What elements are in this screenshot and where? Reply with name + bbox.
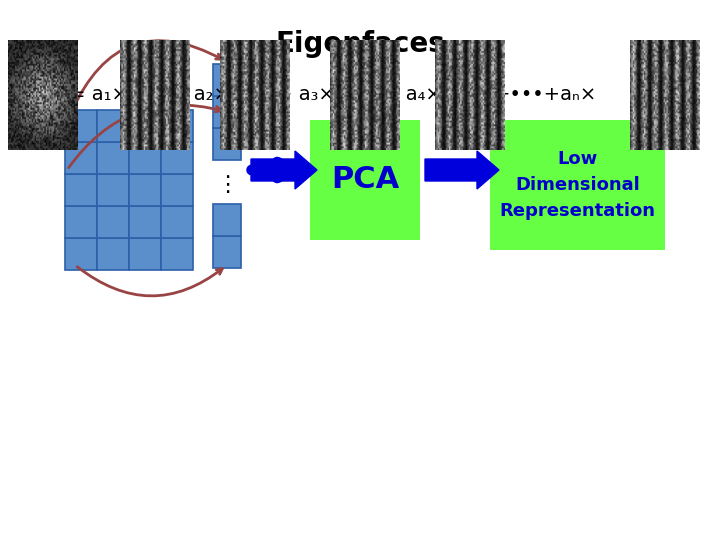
Bar (65, 238, 97, 270)
Bar (213, 204, 241, 236)
Bar (213, 64, 241, 96)
Text: ⋮: ⋮ (216, 175, 238, 195)
Bar (161, 206, 193, 238)
Bar (213, 96, 241, 128)
Text: +•••+aₙ×: +•••+aₙ× (493, 85, 597, 105)
Bar (65, 206, 97, 238)
Text: + a₃×: + a₃× (276, 85, 334, 105)
FancyArrow shape (425, 151, 499, 189)
Text: PCA: PCA (331, 165, 399, 194)
Text: Low
Dimensional
Representation: Low Dimensional Representation (500, 150, 655, 220)
Bar (65, 142, 97, 174)
Bar (490, 120, 665, 250)
Bar (129, 206, 161, 238)
Bar (310, 120, 420, 240)
Bar (161, 142, 193, 174)
Bar (161, 110, 193, 142)
Bar (161, 238, 193, 270)
FancyArrow shape (251, 151, 317, 189)
Bar (129, 238, 161, 270)
Bar (161, 174, 193, 206)
Text: + a₄×: + a₄× (382, 85, 441, 105)
Bar (97, 206, 129, 238)
Bar (97, 142, 129, 174)
Bar (97, 238, 129, 270)
Bar (213, 128, 241, 160)
Bar (129, 110, 161, 142)
Bar (65, 110, 97, 142)
Bar (129, 142, 161, 174)
Bar (97, 110, 129, 142)
Bar (97, 174, 129, 206)
Bar (213, 236, 241, 268)
Bar (129, 174, 161, 206)
Text: = a₁×: = a₁× (68, 85, 127, 105)
Text: + a₂×: + a₂× (171, 85, 230, 105)
Text: Eigenfaces: Eigenfaces (275, 30, 445, 58)
Bar (65, 174, 97, 206)
